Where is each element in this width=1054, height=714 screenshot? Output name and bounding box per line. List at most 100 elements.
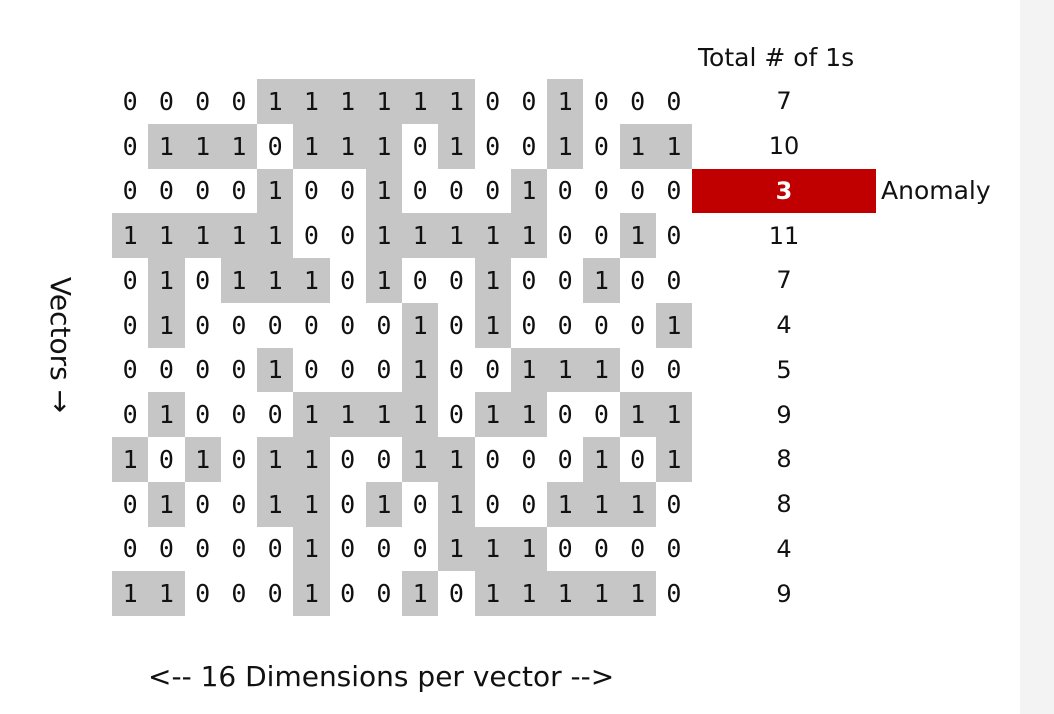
matrix-cell: 0 (231, 444, 247, 474)
matrix-cell: 1 (655, 392, 692, 437)
matrix-cell: 1 (583, 571, 620, 616)
matrix-cell: 0 (195, 176, 211, 206)
matrix-cell: 0 (593, 131, 609, 161)
matrix-cell: 1 (112, 213, 149, 258)
total-ones-cell: 9 (776, 579, 792, 608)
matrix-cell: 0 (267, 400, 283, 430)
matrix-cell: 0 (195, 265, 211, 295)
total-ones-cell: 4 (776, 311, 792, 340)
matrix-cell: 0 (376, 355, 392, 385)
matrix-cell: 1 (619, 213, 656, 258)
matrix-cell: 1 (547, 571, 584, 616)
matrix-cell: 1 (365, 79, 402, 124)
matrix-cell: 1 (148, 258, 185, 303)
matrix-cell: 0 (122, 131, 138, 161)
matrix-cell: 0 (630, 355, 646, 385)
matrix-cell: 0 (521, 131, 537, 161)
matrix-cell: 1 (293, 123, 330, 169)
matrix-cell: 0 (376, 310, 392, 340)
matrix-cell: 0 (340, 221, 356, 251)
matrix-cell: 0 (557, 265, 573, 295)
matrix-cell: 1 (474, 213, 511, 258)
matrix-cell: 1 (547, 79, 584, 124)
matrix-cell: 0 (122, 400, 138, 430)
matrix-cell: 0 (195, 579, 211, 609)
matrix-cell: 1 (148, 123, 185, 169)
matrix-cell: 0 (557, 400, 573, 430)
vectors-axis-label: Vectors → (44, 276, 77, 414)
total-ones-header: Total # of 1s (698, 43, 855, 72)
matrix-cell: 0 (412, 131, 428, 161)
matrix-cell: 1 (474, 526, 511, 572)
matrix-cell: 0 (593, 221, 609, 251)
matrix-cell: 0 (376, 579, 392, 609)
matrix-cell: 0 (485, 489, 501, 519)
matrix-cell: 0 (630, 444, 646, 474)
matrix-cell: 0 (231, 400, 247, 430)
matrix-cell: 1 (329, 392, 366, 437)
matrix-cell: 0 (448, 579, 464, 609)
matrix-cell: 0 (593, 310, 609, 340)
matrix-cell: 0 (666, 355, 682, 385)
matrix-cell: 0 (630, 310, 646, 340)
matrix-cell: 0 (666, 579, 682, 609)
matrix-cell: 0 (267, 534, 283, 564)
dimensions-axis-label: <-- 16 Dimensions per vector --> (148, 660, 615, 693)
matrix-cell: 1 (257, 258, 294, 303)
matrix-cell: 0 (231, 310, 247, 340)
matrix-cell: 0 (557, 221, 573, 251)
total-ones-column: 7 10 3 11 7 4 5 9 8 8 4 9 (692, 79, 876, 616)
matrix-cell: 0 (267, 310, 283, 340)
matrix-cell: 0 (195, 355, 211, 385)
matrix-cell: 0 (412, 176, 428, 206)
matrix-cell: 1 (148, 481, 185, 527)
matrix-cell: 1 (547, 481, 584, 527)
matrix-cell: 1 (402, 213, 439, 258)
matrix-cell: 0 (158, 355, 174, 385)
total-ones-cell: 9 (776, 400, 792, 429)
matrix-cell: 0 (231, 534, 247, 564)
matrix-cell: 0 (666, 534, 682, 564)
matrix-cell: 0 (376, 444, 392, 474)
total-ones-cell: 7 (776, 87, 792, 116)
matrix-cell: 0 (122, 265, 138, 295)
total-ones-cell: 4 (776, 534, 792, 563)
total-ones-cell: 7 (776, 266, 792, 295)
matrix-cell: 1 (655, 302, 692, 348)
matrix-cell: 1 (474, 258, 511, 303)
matrix-cell: 1 (510, 213, 547, 258)
matrix-cell: 1 (112, 571, 149, 616)
matrix-cell: 1 (365, 392, 402, 437)
total-ones-cell: 8 (776, 445, 792, 474)
matrix-cell: 1 (583, 258, 620, 303)
matrix-cell: 0 (158, 444, 174, 474)
matrix-cell: 1 (184, 123, 221, 169)
matrix-cell: 1 (293, 526, 330, 572)
matrix-cell: 1 (402, 302, 439, 348)
matrix-cell: 1 (510, 526, 547, 572)
matrix-cell: 0 (158, 176, 174, 206)
matrix-cell: 1 (148, 571, 185, 616)
matrix-cell: 0 (231, 579, 247, 609)
matrix-cell: 0 (666, 265, 682, 295)
matrix-cell: 1 (438, 123, 475, 169)
total-ones-cell: 10 (768, 132, 800, 161)
matrix-cell: 0 (376, 534, 392, 564)
total-ones-cell: 5 (776, 355, 792, 384)
matrix-cell: 1 (402, 79, 439, 124)
matrix-cell: 0 (195, 310, 211, 340)
matrix-cell: 1 (257, 79, 294, 124)
anomaly-label: Anomaly (881, 175, 991, 205)
matrix-cell: 0 (122, 176, 138, 206)
matrix-cell: 0 (340, 579, 356, 609)
matrix-cell: 0 (340, 489, 356, 519)
matrix-cell: 1 (329, 79, 366, 124)
matrix-cell: 0 (593, 176, 609, 206)
matrix-cell: 0 (122, 489, 138, 519)
matrix-cell: 1 (220, 123, 257, 169)
matrix-cell: 1 (547, 123, 584, 169)
matrix-cell: 0 (666, 489, 682, 519)
matrix-cell: 0 (485, 355, 501, 385)
matrix-cell: 0 (122, 355, 138, 385)
matrix-cell: 0 (521, 310, 537, 340)
